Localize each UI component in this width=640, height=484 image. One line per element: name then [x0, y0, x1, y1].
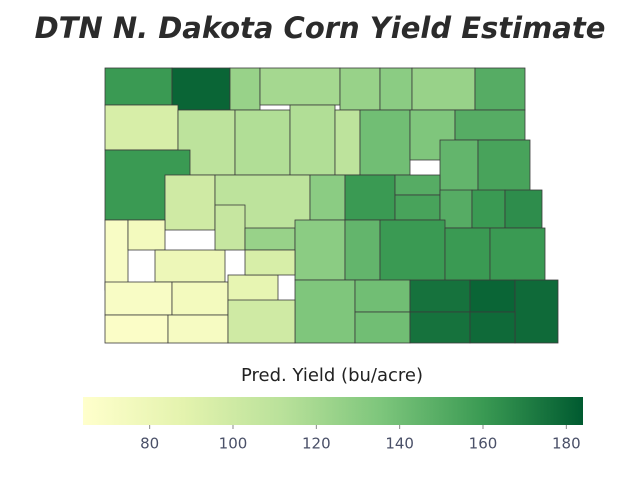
- county: [244, 227, 296, 251]
- county: [104, 314, 169, 344]
- county: [477, 139, 531, 196]
- colorbar-title: Pred. Yield (bu/acre): [241, 365, 423, 386]
- county: [409, 279, 471, 313]
- county: [354, 311, 411, 344]
- county: [227, 299, 296, 344]
- county: [171, 67, 231, 111]
- county: [469, 279, 516, 313]
- county: [339, 67, 381, 111]
- county: [471, 189, 506, 229]
- county: [514, 279, 559, 344]
- county: [394, 194, 441, 221]
- county: [474, 67, 526, 111]
- county: [454, 109, 526, 141]
- county: [444, 227, 491, 286]
- county: [379, 219, 446, 286]
- county: [244, 249, 296, 276]
- map: [104, 67, 559, 344]
- county: [289, 104, 336, 176]
- colorbar-tick-label: 180: [552, 435, 581, 453]
- county: [234, 109, 291, 176]
- colorbar-tick-label: 80: [140, 435, 159, 453]
- colorbar: [83, 397, 583, 425]
- colorbar-tick-label: 140: [385, 435, 414, 453]
- county: [409, 311, 471, 344]
- county: [439, 139, 479, 196]
- county: [344, 174, 396, 221]
- county: [171, 281, 229, 316]
- county: [104, 67, 173, 106]
- county: [354, 279, 411, 313]
- colorbar-tick-label: 100: [219, 435, 248, 453]
- county: [334, 109, 361, 176]
- county: [411, 67, 476, 111]
- colorbar-tick-label: 160: [469, 435, 498, 453]
- county: [504, 189, 543, 229]
- county: [259, 67, 341, 106]
- county: [344, 219, 381, 281]
- county: [469, 311, 516, 344]
- county: [489, 227, 546, 286]
- county: [229, 67, 261, 111]
- chart-title: DTN N. Dakota Corn Yield Estimate: [35, 11, 606, 45]
- county: [214, 204, 246, 251]
- county: [379, 67, 413, 111]
- colorbar-tick-label: 120: [302, 435, 331, 453]
- county: [127, 219, 166, 251]
- county: [104, 281, 173, 316]
- county: [164, 174, 216, 231]
- county: [104, 104, 179, 151]
- county: [154, 249, 226, 283]
- county: [167, 314, 229, 344]
- county: [394, 174, 441, 196]
- county: [294, 279, 356, 344]
- county: [309, 174, 346, 221]
- county: [104, 219, 129, 291]
- county: [359, 109, 411, 176]
- county: [294, 219, 346, 281]
